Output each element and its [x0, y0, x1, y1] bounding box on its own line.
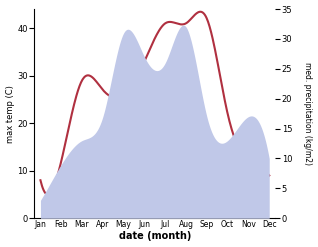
Y-axis label: med. precipitation (kg/m2): med. precipitation (kg/m2) — [303, 62, 313, 165]
Y-axis label: max temp (C): max temp (C) — [5, 85, 15, 143]
X-axis label: date (month): date (month) — [119, 231, 191, 242]
